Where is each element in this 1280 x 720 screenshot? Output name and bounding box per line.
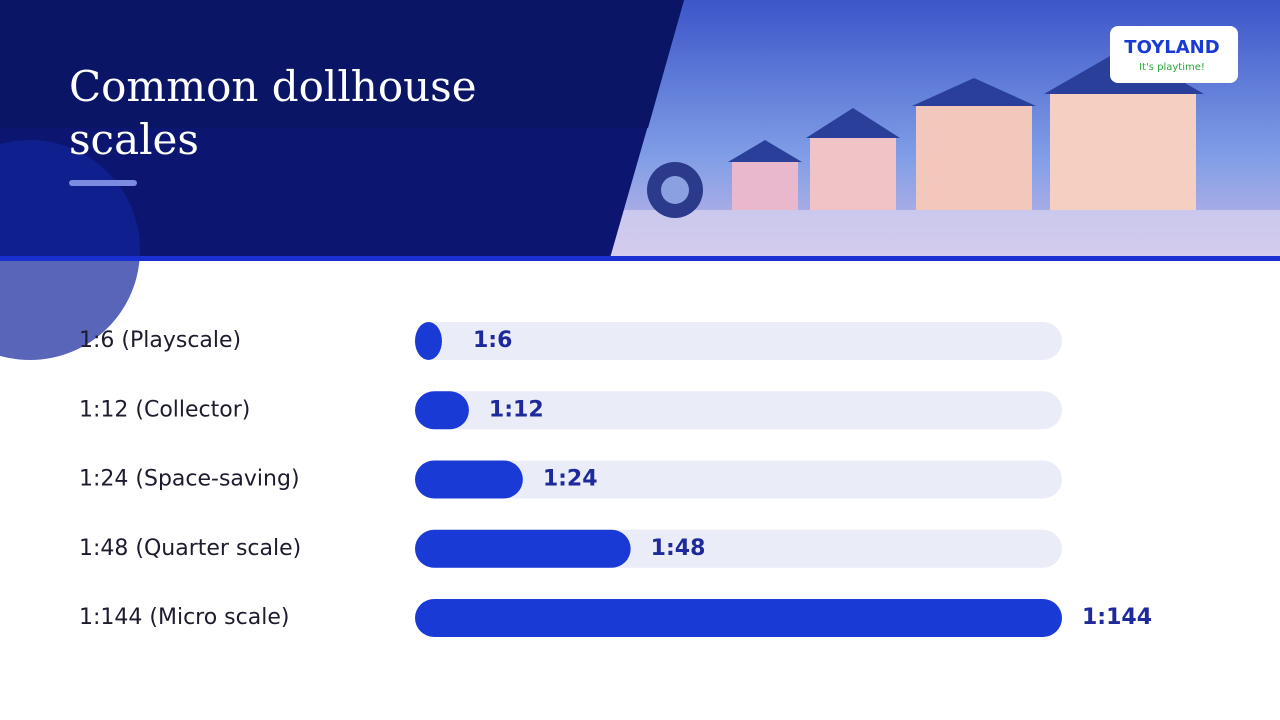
bar <box>415 529 631 568</box>
bar <box>415 391 469 430</box>
category-label: 1:24 (Space-saving) <box>79 467 300 492</box>
category-label: 1:48 (Quarter scale) <box>79 536 301 561</box>
bar <box>415 460 523 499</box>
title-underline <box>69 180 137 186</box>
divider <box>0 256 1280 261</box>
value-label: 1:12 <box>489 397 544 422</box>
category-label: 1:144 (Micro scale) <box>79 605 289 630</box>
bar <box>415 322 442 360</box>
bar <box>415 599 1062 637</box>
bar-track <box>415 460 1062 499</box>
logo-tagline: It's playtime! <box>1139 62 1205 73</box>
logo-box <box>1110 26 1238 83</box>
logo-name: TOYLAND <box>1124 37 1219 58</box>
bar-track <box>415 391 1062 430</box>
value-label: 1:48 <box>651 536 706 561</box>
value-label: 1:24 <box>543 467 598 492</box>
decor-circle <box>0 140 140 360</box>
title: Common dollhouse scales <box>69 62 477 164</box>
value-label: 1:144 <box>1082 605 1152 630</box>
category-label: 1:12 (Collector) <box>79 397 250 422</box>
value-label: 1:6 <box>473 328 512 353</box>
floor <box>610 210 1280 258</box>
title-panel-top <box>0 0 684 128</box>
bar-track <box>415 322 1062 360</box>
category-label: 1:6 (Playscale) <box>79 328 241 353</box>
